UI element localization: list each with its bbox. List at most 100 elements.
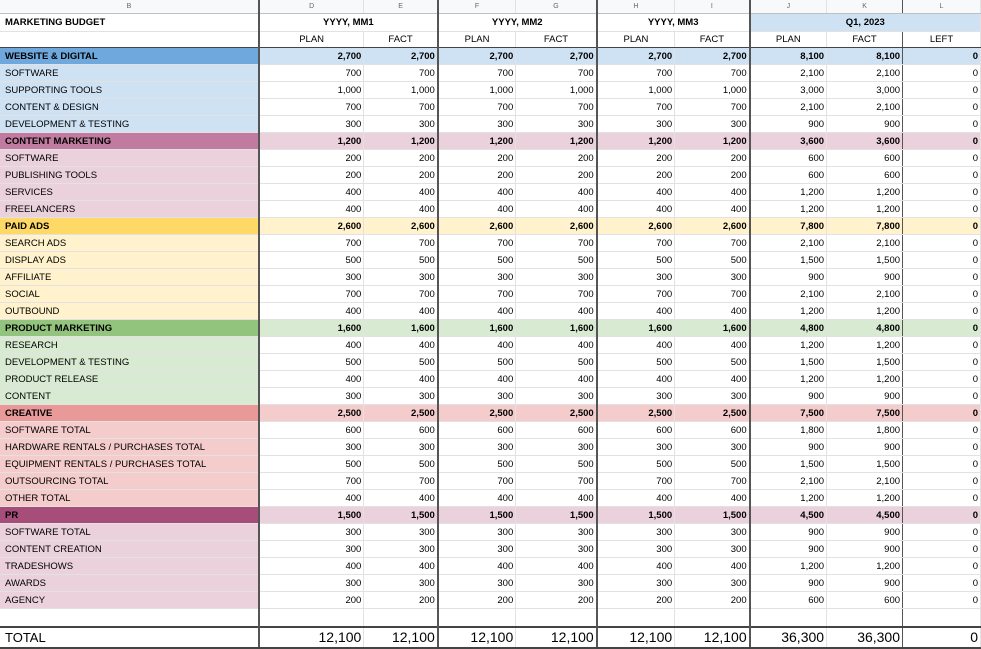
value-cell[interactable]: 400: [515, 200, 598, 218]
category-total-cell[interactable]: 0: [902, 506, 981, 524]
total-cell[interactable]: 12,100: [674, 626, 751, 649]
line-item-label[interactable]: FREELANCERS: [0, 200, 260, 218]
value-cell[interactable]: 1,000: [437, 81, 517, 99]
value-cell[interactable]: 1,500: [749, 251, 828, 269]
empty-cell[interactable]: [826, 608, 904, 628]
category-total-cell[interactable]: 2,700: [515, 47, 598, 65]
value-cell[interactable]: 300: [363, 523, 439, 541]
line-item-label[interactable]: CONTENT CREATION: [0, 540, 260, 558]
period-header[interactable]: YYYY, MM3: [596, 13, 751, 32]
value-cell[interactable]: 2,100: [826, 98, 904, 116]
value-cell[interactable]: 200: [363, 591, 439, 609]
value-cell[interactable]: 200: [363, 166, 439, 184]
category-total-cell[interactable]: 2,700: [596, 47, 676, 65]
value-cell[interactable]: 2,100: [749, 64, 828, 82]
value-cell[interactable]: 700: [515, 285, 598, 303]
value-cell[interactable]: 200: [515, 166, 598, 184]
value-cell[interactable]: 700: [596, 234, 676, 252]
value-cell[interactable]: 0: [902, 523, 981, 541]
column-letter-b[interactable]: B: [0, 0, 260, 14]
category-total-cell[interactable]: 1,600: [596, 319, 676, 337]
value-cell[interactable]: 400: [258, 370, 365, 388]
value-cell[interactable]: 0: [902, 387, 981, 405]
value-cell[interactable]: 400: [363, 370, 439, 388]
line-item-label[interactable]: CONTENT: [0, 387, 260, 405]
value-cell[interactable]: 900: [826, 540, 904, 558]
value-cell[interactable]: 200: [674, 591, 751, 609]
value-cell[interactable]: 700: [437, 285, 517, 303]
value-cell[interactable]: 300: [258, 523, 365, 541]
line-item-label[interactable]: EQUIPMENT RENTALS / PURCHASES TOTAL: [0, 455, 260, 473]
value-cell[interactable]: 400: [515, 336, 598, 354]
value-cell[interactable]: 600: [258, 421, 365, 439]
value-cell[interactable]: 0: [902, 370, 981, 388]
value-cell[interactable]: 600: [363, 421, 439, 439]
value-cell[interactable]: 400: [515, 370, 598, 388]
total-cell[interactable]: 36,300: [749, 626, 828, 649]
value-cell[interactable]: 400: [437, 489, 517, 507]
value-cell[interactable]: 700: [258, 472, 365, 490]
value-cell[interactable]: 700: [363, 98, 439, 116]
category-total-cell[interactable]: 1,200: [363, 132, 439, 150]
value-cell[interactable]: 400: [596, 370, 676, 388]
value-cell[interactable]: 0: [902, 421, 981, 439]
value-cell[interactable]: 300: [674, 540, 751, 558]
value-cell[interactable]: 300: [515, 268, 598, 286]
value-cell[interactable]: 300: [363, 268, 439, 286]
value-cell[interactable]: 0: [902, 81, 981, 99]
value-cell[interactable]: 300: [515, 523, 598, 541]
category-total-cell[interactable]: 8,100: [826, 47, 904, 65]
value-cell[interactable]: 400: [596, 200, 676, 218]
value-cell[interactable]: 1,000: [515, 81, 598, 99]
value-cell[interactable]: 300: [258, 115, 365, 133]
value-cell[interactable]: 300: [596, 268, 676, 286]
category-total-cell[interactable]: 7,500: [749, 404, 828, 422]
category-total-cell[interactable]: 0: [902, 132, 981, 150]
value-cell[interactable]: 400: [437, 200, 517, 218]
value-cell[interactable]: 300: [596, 540, 676, 558]
value-cell[interactable]: 400: [674, 200, 751, 218]
subheader-fact[interactable]: FACT: [363, 31, 439, 48]
column-letter-j[interactable]: J: [749, 0, 828, 14]
value-cell[interactable]: 0: [902, 438, 981, 456]
category-total-cell[interactable]: 1,500: [363, 506, 439, 524]
line-item-label[interactable]: DISPLAY ADS: [0, 251, 260, 269]
value-cell[interactable]: 400: [363, 302, 439, 320]
line-item-label[interactable]: SUPPORTING TOOLS: [0, 81, 260, 99]
value-cell[interactable]: 0: [902, 472, 981, 490]
period-header[interactable]: Q1, 2023: [749, 13, 981, 32]
category-total-cell[interactable]: 1,500: [437, 506, 517, 524]
category-total-cell[interactable]: 2,500: [674, 404, 751, 422]
subheader-fact[interactable]: FACT: [515, 31, 598, 48]
value-cell[interactable]: 900: [749, 115, 828, 133]
value-cell[interactable]: 300: [258, 268, 365, 286]
value-cell[interactable]: 300: [674, 115, 751, 133]
category-total-cell[interactable]: 0: [902, 404, 981, 422]
line-item-label[interactable]: OUTBOUND: [0, 302, 260, 320]
line-item-label[interactable]: OUTSOURCING TOTAL: [0, 472, 260, 490]
value-cell[interactable]: 400: [674, 336, 751, 354]
column-letter-g[interactable]: G: [515, 0, 598, 14]
line-item-label[interactable]: AFFILIATE: [0, 268, 260, 286]
subheader-plan[interactable]: PLAN: [258, 31, 365, 48]
column-letter-h[interactable]: H: [596, 0, 676, 14]
value-cell[interactable]: 700: [674, 285, 751, 303]
value-cell[interactable]: 1,000: [674, 81, 751, 99]
value-cell[interactable]: 300: [258, 438, 365, 456]
value-cell[interactable]: 1,200: [826, 557, 904, 575]
sheet-title[interactable]: MARKETING BUDGET: [0, 13, 260, 32]
category-total-cell[interactable]: 3,600: [826, 132, 904, 150]
category-total-cell[interactable]: 4,500: [749, 506, 828, 524]
value-cell[interactable]: 700: [596, 285, 676, 303]
value-cell[interactable]: 0: [902, 98, 981, 116]
category-label[interactable]: PRODUCT MARKETING: [0, 319, 260, 337]
subheader-plan[interactable]: PLAN: [749, 31, 828, 48]
category-label[interactable]: PAID ADS: [0, 217, 260, 235]
value-cell[interactable]: 300: [363, 115, 439, 133]
value-cell[interactable]: 300: [596, 387, 676, 405]
value-cell[interactable]: 500: [258, 353, 365, 371]
value-cell[interactable]: 700: [596, 64, 676, 82]
category-total-cell[interactable]: 0: [902, 319, 981, 337]
category-total-cell[interactable]: 0: [902, 47, 981, 65]
category-total-cell[interactable]: 1,500: [258, 506, 365, 524]
